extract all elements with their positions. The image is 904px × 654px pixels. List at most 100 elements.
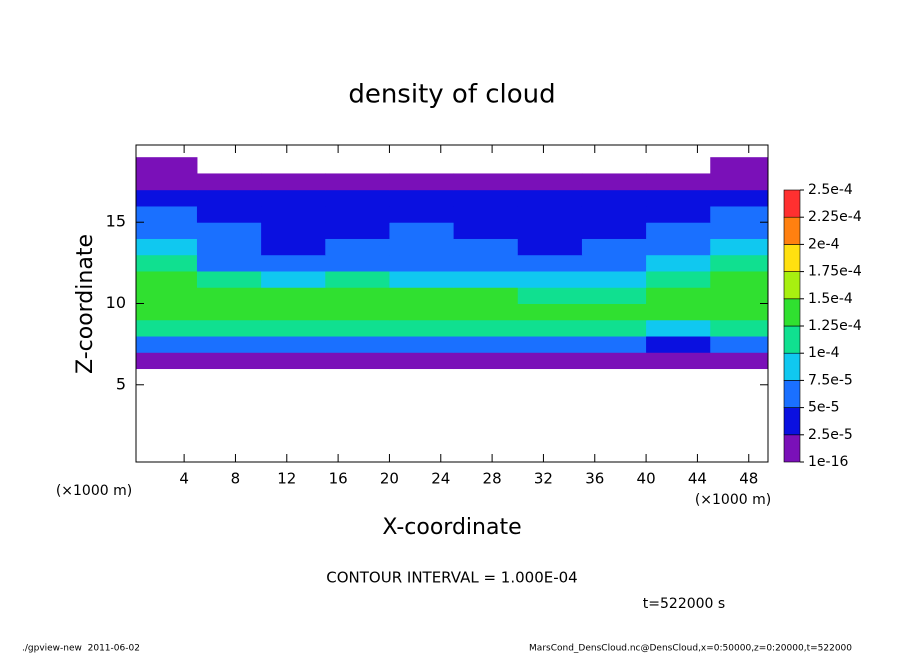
field-cell: [710, 336, 768, 353]
x-tick-label: 16: [329, 470, 348, 488]
colorbar-band: [783, 407, 801, 436]
field-cell: [136, 287, 198, 304]
colorbar-band: [783, 434, 801, 463]
x-tick-label: 8: [231, 470, 241, 488]
colorbar-band: [783, 216, 801, 245]
field-cell: [261, 173, 326, 191]
field-cell: [325, 270, 390, 288]
field-cell: [710, 189, 768, 207]
field-cell: [710, 238, 768, 256]
field-cell: [325, 336, 390, 353]
field-cell: [517, 352, 583, 370]
field-cell: [136, 352, 198, 370]
field-cell: [581, 287, 647, 304]
field-cell: [261, 205, 326, 223]
field-cell: [196, 238, 262, 256]
footer-right: MarsCond_DensCloud.nc@DensCloud,x=0:5000…: [529, 644, 852, 654]
field-cell: [261, 238, 326, 256]
field-cell: [581, 336, 647, 353]
field-cell: [389, 270, 455, 288]
colorbar-label: 1.75e-4: [808, 264, 862, 280]
field-cell: [325, 173, 390, 191]
x-tick-label: 32: [534, 470, 553, 488]
field-cell: [581, 254, 647, 272]
colorbar-label: 5e-5: [808, 400, 839, 416]
contour-note: CONTOUR INTERVAL = 1.000E-04: [326, 569, 577, 587]
field-cell: [646, 222, 711, 239]
field-cell: [261, 189, 326, 207]
field-cell: [453, 287, 519, 304]
field-cell: [517, 270, 583, 288]
field-cell: [453, 205, 519, 223]
time-note: t=522000 s: [643, 596, 725, 612]
field-cell: [261, 287, 326, 304]
field-cell: [136, 270, 198, 288]
field-cell: [196, 205, 262, 223]
colorbar-band: [783, 189, 801, 218]
field-cell: [136, 238, 198, 256]
field-cell: [517, 205, 583, 223]
field-cell: [196, 319, 262, 337]
field-cell: [325, 303, 390, 321]
x-tick-label: 40: [637, 470, 656, 488]
x-unit: (×1000 m): [695, 492, 771, 508]
field-cell: [136, 173, 198, 191]
field-cell: [389, 319, 455, 337]
x-tick-label: 28: [483, 470, 502, 488]
field-cell: [261, 319, 326, 337]
colorbar-label: 2.5e-5: [808, 427, 853, 443]
field-cell: [646, 352, 711, 370]
field-cell: [196, 254, 262, 272]
field-cell: [646, 319, 711, 337]
field-cell: [325, 287, 390, 304]
colorbar-band: [783, 298, 801, 327]
field-cell: [389, 336, 455, 353]
field-cell: [325, 189, 390, 207]
field-cell: [581, 173, 647, 191]
field-cell: [646, 303, 711, 321]
field-cell: [389, 238, 455, 256]
y-axis-label: Z-coordinate: [73, 234, 98, 374]
field-cell: [710, 157, 768, 174]
field-cell: [389, 189, 455, 207]
field-cell: [261, 336, 326, 353]
field-cell: [517, 319, 583, 337]
field-cell: [389, 352, 455, 370]
x-tick-label: 4: [179, 470, 189, 488]
field-cell: [325, 254, 390, 272]
y-tick-label: 5: [116, 374, 126, 393]
field-cell: [196, 336, 262, 353]
field-cell: [581, 319, 647, 337]
colorbar-band: [783, 352, 801, 381]
field-cell: [517, 287, 583, 304]
field-cell: [710, 222, 768, 239]
field-cell: [710, 319, 768, 337]
field-cell: [517, 254, 583, 272]
field-cell: [646, 189, 711, 207]
field-cell: [646, 254, 711, 272]
colorbar-label: 1e-4: [808, 345, 840, 361]
x-tick-label: 44: [688, 470, 707, 488]
colorbar-band: [783, 244, 801, 272]
field-cell: [389, 287, 455, 304]
field-cell: [710, 173, 768, 191]
field-cell: [517, 222, 583, 239]
field-cell: [325, 319, 390, 337]
field-cell: [136, 303, 198, 321]
field-cell: [710, 287, 768, 304]
field-cell: [389, 254, 455, 272]
field-cell: [581, 352, 647, 370]
x-tick-label: 20: [380, 470, 399, 488]
field-cell: [196, 222, 262, 239]
field-cell: [517, 238, 583, 256]
field-cell: [389, 173, 455, 191]
field-cell: [136, 157, 198, 174]
field-cell: [453, 319, 519, 337]
field-cell: [325, 205, 390, 223]
colorbar-label: 2e-4: [808, 236, 840, 252]
field-cell: [453, 303, 519, 321]
field-cell: [581, 270, 647, 288]
field-cell: [517, 173, 583, 191]
field-cell: [261, 222, 326, 239]
x-tick-label: 12: [277, 470, 296, 488]
